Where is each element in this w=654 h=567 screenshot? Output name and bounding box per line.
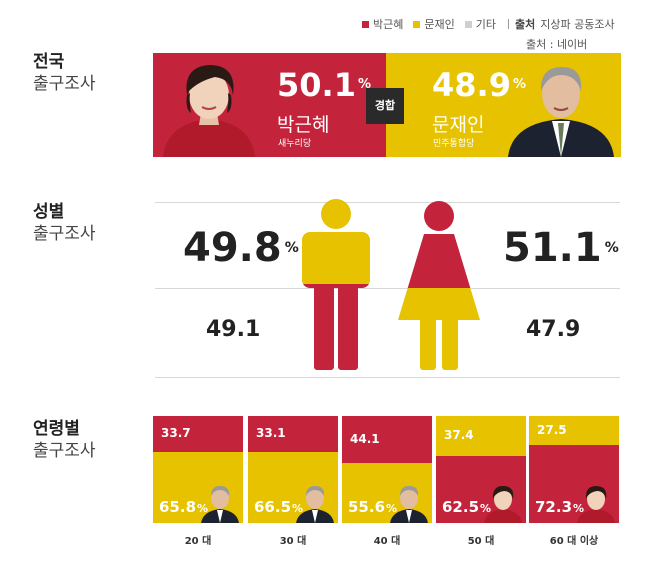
source-naver: 출처 : 네이버: [526, 38, 588, 51]
legend-item-park: 박근혜: [362, 16, 403, 32]
moon-face-icon: [199, 483, 241, 523]
close-race-badge: 경합: [366, 88, 404, 124]
legend-divider: [508, 19, 509, 29]
male-pct-moon: 49.8%: [183, 225, 299, 271]
age-bar-0: 33.7 65.8%: [153, 416, 243, 523]
moon-party: 민주통합당: [433, 139, 475, 149]
male-figure-icon: [302, 199, 370, 370]
pct-sign: %: [573, 502, 585, 515]
age-leader-number: 62.5: [442, 498, 480, 516]
park-portrait: [163, 65, 255, 157]
moon-face-icon: [294, 483, 336, 523]
gender-top-line: [155, 202, 620, 203]
age-loser-value: 33.1: [256, 426, 286, 440]
moon-face-icon: [388, 483, 430, 523]
age-bar-top-segment: [153, 416, 243, 452]
age-leader-value: 55.6%: [348, 498, 397, 516]
pct-sign: %: [480, 502, 492, 515]
age-loser-value: 27.5: [537, 422, 567, 437]
age-category-label: 20 대: [184, 536, 212, 547]
age-leader-value: 72.3%: [535, 498, 584, 516]
source-value: 지상파 공동조사: [540, 18, 615, 31]
age-category-label: 50 대: [467, 536, 495, 547]
moon-national-pct: 48.9%: [432, 66, 526, 104]
age-leader-value: 62.5%: [442, 498, 491, 516]
age-bar-top-segment: [436, 416, 526, 456]
female-pct-park: 51.1%: [503, 225, 619, 271]
legend-item-other: 기타: [464, 16, 496, 32]
pct-sign: %: [292, 502, 304, 515]
legend-item-moon: 문재인: [413, 16, 455, 32]
age-bar-3: 37.4 62.5%: [436, 416, 526, 523]
age-bar-4: 27.5 72.3%: [529, 416, 619, 523]
age-loser-value: 44.1: [350, 431, 380, 446]
age-bar-1: 33.1 66.5%: [248, 416, 338, 523]
age-bar-bottom-segment: [529, 445, 619, 523]
age-leader-number: 65.8: [159, 498, 197, 516]
park-face-icon: [575, 483, 617, 523]
section-title-gender: 성별 출구조사: [33, 202, 96, 244]
age-leader-number: 72.3: [535, 498, 573, 516]
national-park-panel: 50.1% 박근혜 새누리당: [153, 53, 386, 157]
moon-portrait: [508, 67, 614, 157]
park-name: 박근혜: [277, 114, 330, 136]
age-loser-value: 33.7: [161, 426, 191, 440]
gender-bottom-line: [155, 377, 620, 378]
age-leader-value: 66.5%: [254, 498, 303, 516]
male-pct-park: 49.1: [206, 317, 261, 342]
pct-sign: %: [197, 502, 209, 515]
park-party: 새누리당: [278, 139, 312, 149]
age-leader-number: 55.6: [348, 498, 386, 516]
moon-name: 문재인: [432, 114, 485, 136]
section-title-national: 전국 출구조사: [33, 52, 96, 94]
park-face-icon: [482, 483, 524, 523]
age-bar-2: 44.1 55.6%: [342, 416, 432, 523]
age-bar-top-segment: [248, 416, 338, 452]
legend-swatch-park: [362, 20, 369, 28]
source-label: 출처: [515, 18, 536, 31]
legend-swatch-moon: [413, 20, 421, 28]
age-leader-number: 66.5: [254, 498, 292, 516]
pct-sign: %: [386, 502, 398, 515]
gender-mid-line: [155, 288, 620, 289]
national-moon-panel: 48.9% 문재인 민주통합당: [386, 53, 621, 157]
section-title-age: 연령별 출구조사: [33, 419, 96, 461]
age-bar-top-segment: [342, 416, 432, 463]
legend-swatch-other: [464, 20, 472, 28]
female-figure-icon: [398, 201, 480, 370]
park-national-pct: 50.1%: [277, 66, 371, 104]
age-loser-value: 37.4: [444, 428, 474, 442]
age-bar-top-segment: [529, 416, 619, 445]
age-category-label: 30 대: [279, 536, 307, 547]
legend: 박근혜 문재인 기타 출처 지상파 공동조사: [362, 16, 615, 32]
age-leader-value: 65.8%: [159, 498, 208, 516]
age-category-label: 60 대 이상: [549, 536, 599, 547]
female-pct-moon: 47.9: [526, 317, 581, 342]
age-category-label: 40 대: [373, 536, 401, 547]
